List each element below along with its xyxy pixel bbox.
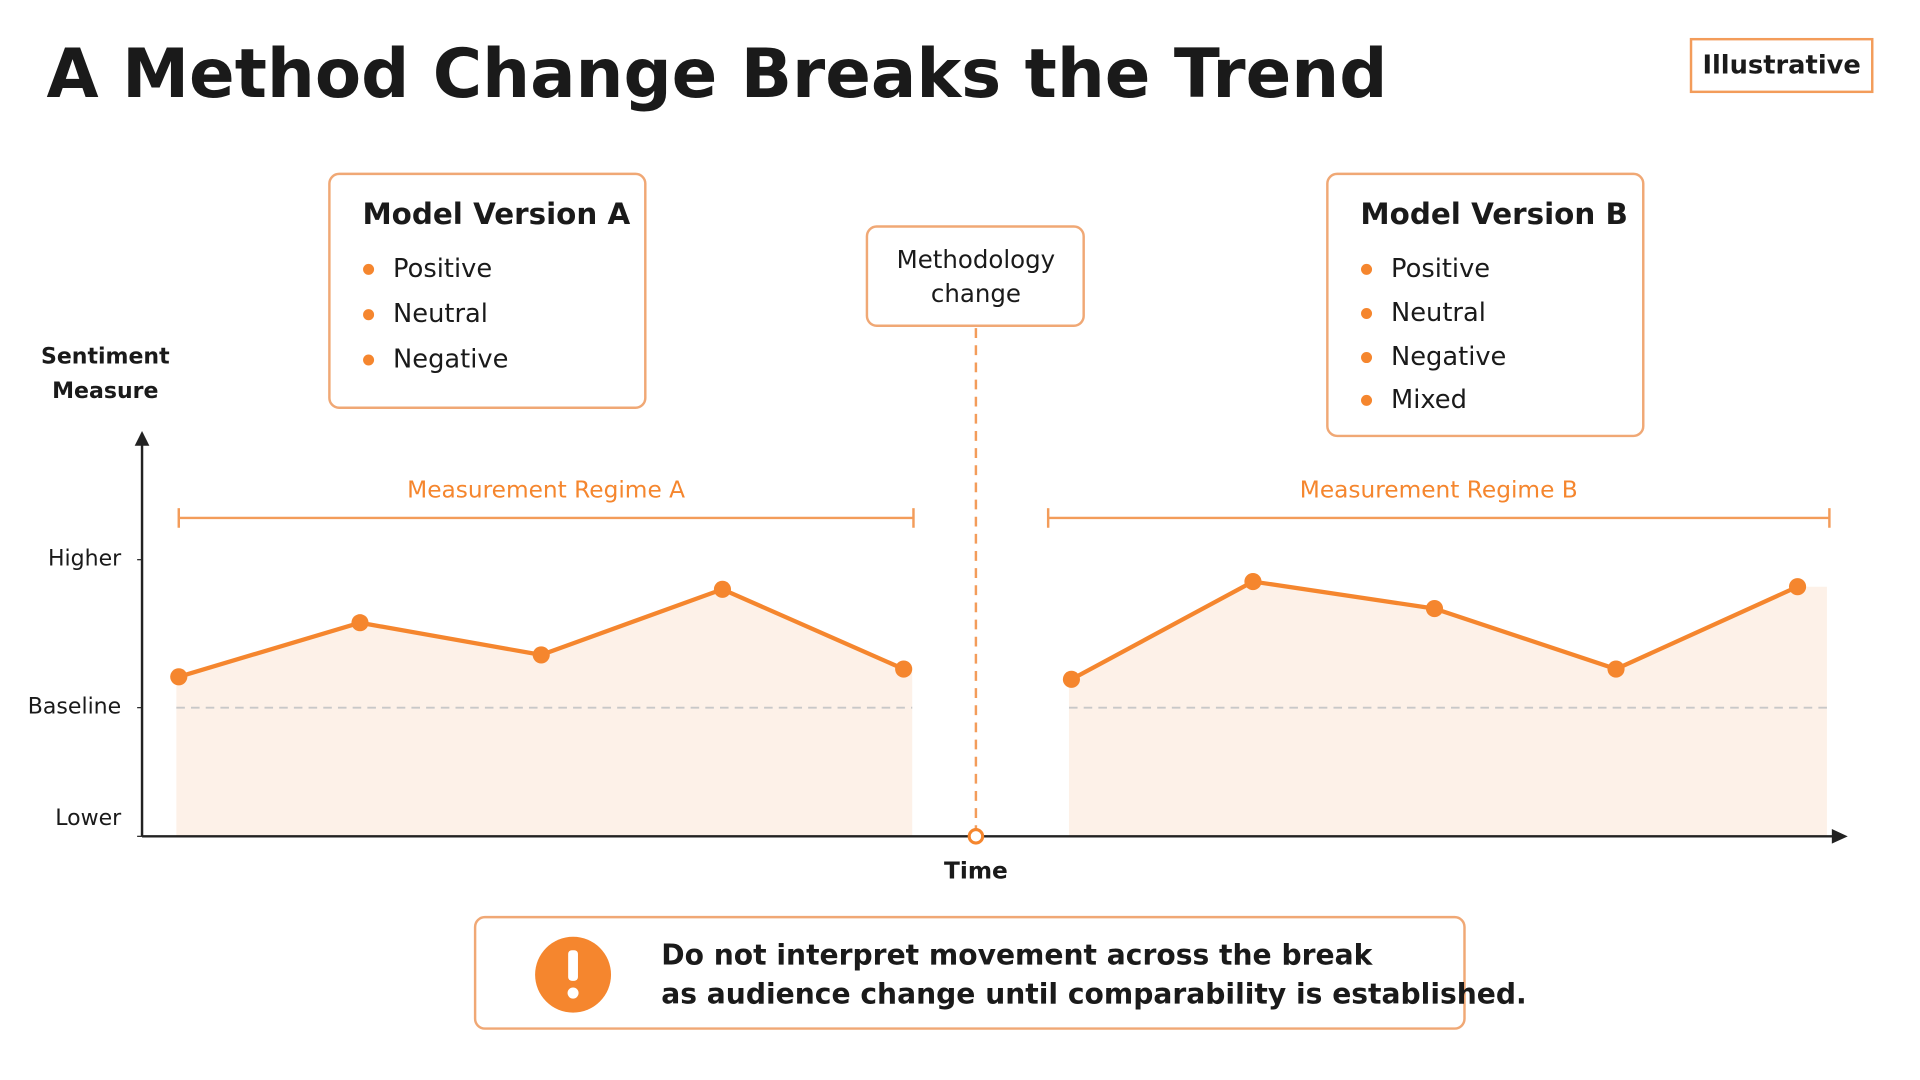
point <box>895 660 913 678</box>
break-label: change <box>931 279 1021 308</box>
model-item: Mixed <box>1391 385 1467 415</box>
warning-box <box>473 915 1466 1030</box>
break-label: Methodology <box>897 245 1056 274</box>
badge-box <box>1689 37 1874 94</box>
model-a-box <box>328 172 647 409</box>
badge: Illustrative <box>1702 51 1860 81</box>
warning-text: Do not interpret movement across the bre… <box>661 938 1373 971</box>
y-axis-label: Sentiment <box>41 345 170 370</box>
x-axis-arrow <box>1831 828 1848 844</box>
model-a-title: Model Version A <box>362 197 630 231</box>
bullet <box>363 263 375 275</box>
warning-icon <box>568 950 578 981</box>
bullet <box>363 309 375 321</box>
model-b-title: Model Version B <box>1360 197 1627 231</box>
model-item: Positive <box>1391 254 1490 284</box>
bullet <box>1361 307 1373 319</box>
break-box <box>865 225 1085 327</box>
point <box>1788 578 1807 596</box>
model-item: Neutral <box>1391 298 1486 328</box>
warning-text: as audience change until comparability i… <box>661 978 1527 1011</box>
x-axis-label: Time <box>944 857 1008 884</box>
bullet <box>363 354 375 366</box>
model-item: Positive <box>393 254 492 284</box>
model-item: Negative <box>393 345 508 375</box>
y-axis-arrow <box>134 431 150 446</box>
point <box>351 614 369 632</box>
break-marker <box>967 828 985 845</box>
point <box>1607 660 1625 678</box>
area <box>1068 581 1827 837</box>
point <box>1062 670 1080 688</box>
regime-label: Measurement Regime B <box>1300 477 1578 504</box>
bullet <box>1361 263 1373 275</box>
y-axis-label: Measure <box>52 379 158 404</box>
warning-icon <box>567 987 579 999</box>
regime-label: Measurement Regime A <box>407 477 685 504</box>
y-tick-label: Higher <box>48 547 122 572</box>
bullet <box>1361 352 1373 364</box>
y-tick-label: Lower <box>55 806 122 831</box>
title: A Method Change Breaks the Trend <box>47 34 1388 113</box>
model-item: Neutral <box>393 299 488 329</box>
point <box>1244 572 1262 591</box>
model-b-box <box>1326 172 1645 438</box>
point <box>170 668 188 686</box>
y-tick-label: Baseline <box>28 695 121 720</box>
model-item: Negative <box>1391 342 1506 372</box>
bullet <box>1361 394 1373 406</box>
point <box>713 580 732 598</box>
point <box>1425 600 1444 618</box>
area <box>176 589 913 837</box>
point <box>532 646 550 664</box>
